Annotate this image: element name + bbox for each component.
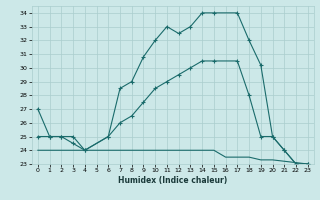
X-axis label: Humidex (Indice chaleur): Humidex (Indice chaleur) (118, 176, 228, 185)
